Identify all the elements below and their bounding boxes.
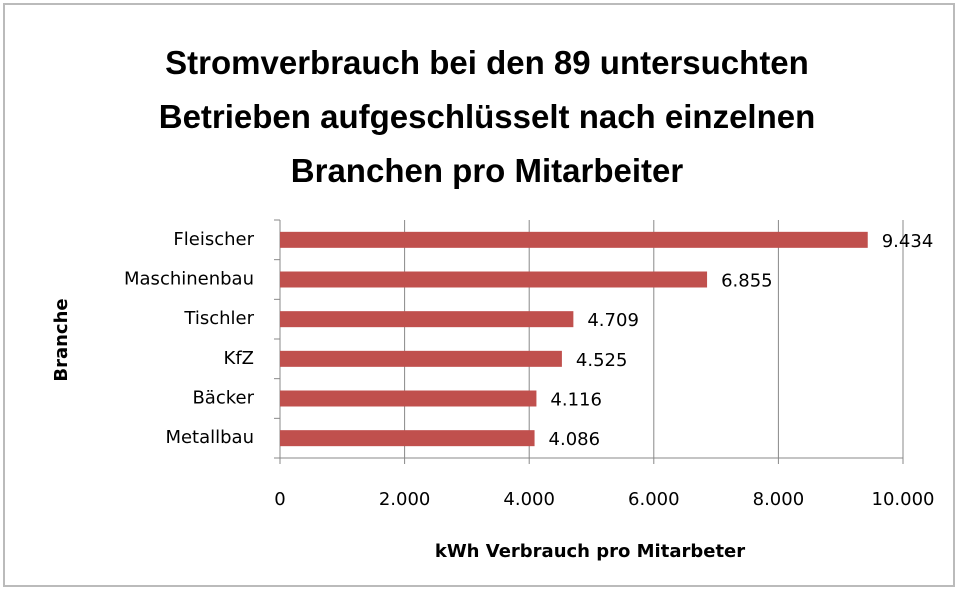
y-tick-label: Bäcker (192, 388, 254, 409)
data-label: 4.525 (576, 350, 628, 371)
data-label: 6.855 (721, 271, 773, 292)
bar (280, 350, 562, 367)
chart-title: Stromverbrauch bei den 89 untersuchten B… (158, 44, 816, 189)
data-label: 4.709 (587, 310, 639, 331)
x-tick-label: 10.000 (872, 489, 935, 510)
data-label: 9.434 (882, 231, 934, 252)
chart-border (3, 3, 955, 587)
bar (280, 271, 708, 288)
data-label: 4.116 (550, 390, 602, 411)
y-tick-label: Metallbau (165, 427, 254, 448)
data-label: 4.086 (549, 429, 601, 450)
x-tick-label: 8.000 (753, 489, 805, 510)
y-tick-label: Fleischer (173, 229, 254, 250)
bar (280, 430, 535, 447)
x-axis-label: kWh Verbrauch pro Mitarbeter (435, 541, 745, 562)
y-axis-label: Branche (51, 298, 72, 381)
y-tick-label: Tischler (183, 308, 254, 329)
x-tick-label: 2.000 (379, 489, 431, 510)
bar (280, 390, 537, 407)
bar (280, 231, 868, 248)
bar (280, 311, 574, 328)
y-tick-label: KfZ (224, 348, 254, 369)
x-tick-label: 4.000 (503, 489, 555, 510)
x-tick-label: 0 (274, 489, 285, 510)
x-tick-label: 6.000 (628, 489, 680, 510)
y-tick-label: Maschinenbau (124, 269, 254, 290)
